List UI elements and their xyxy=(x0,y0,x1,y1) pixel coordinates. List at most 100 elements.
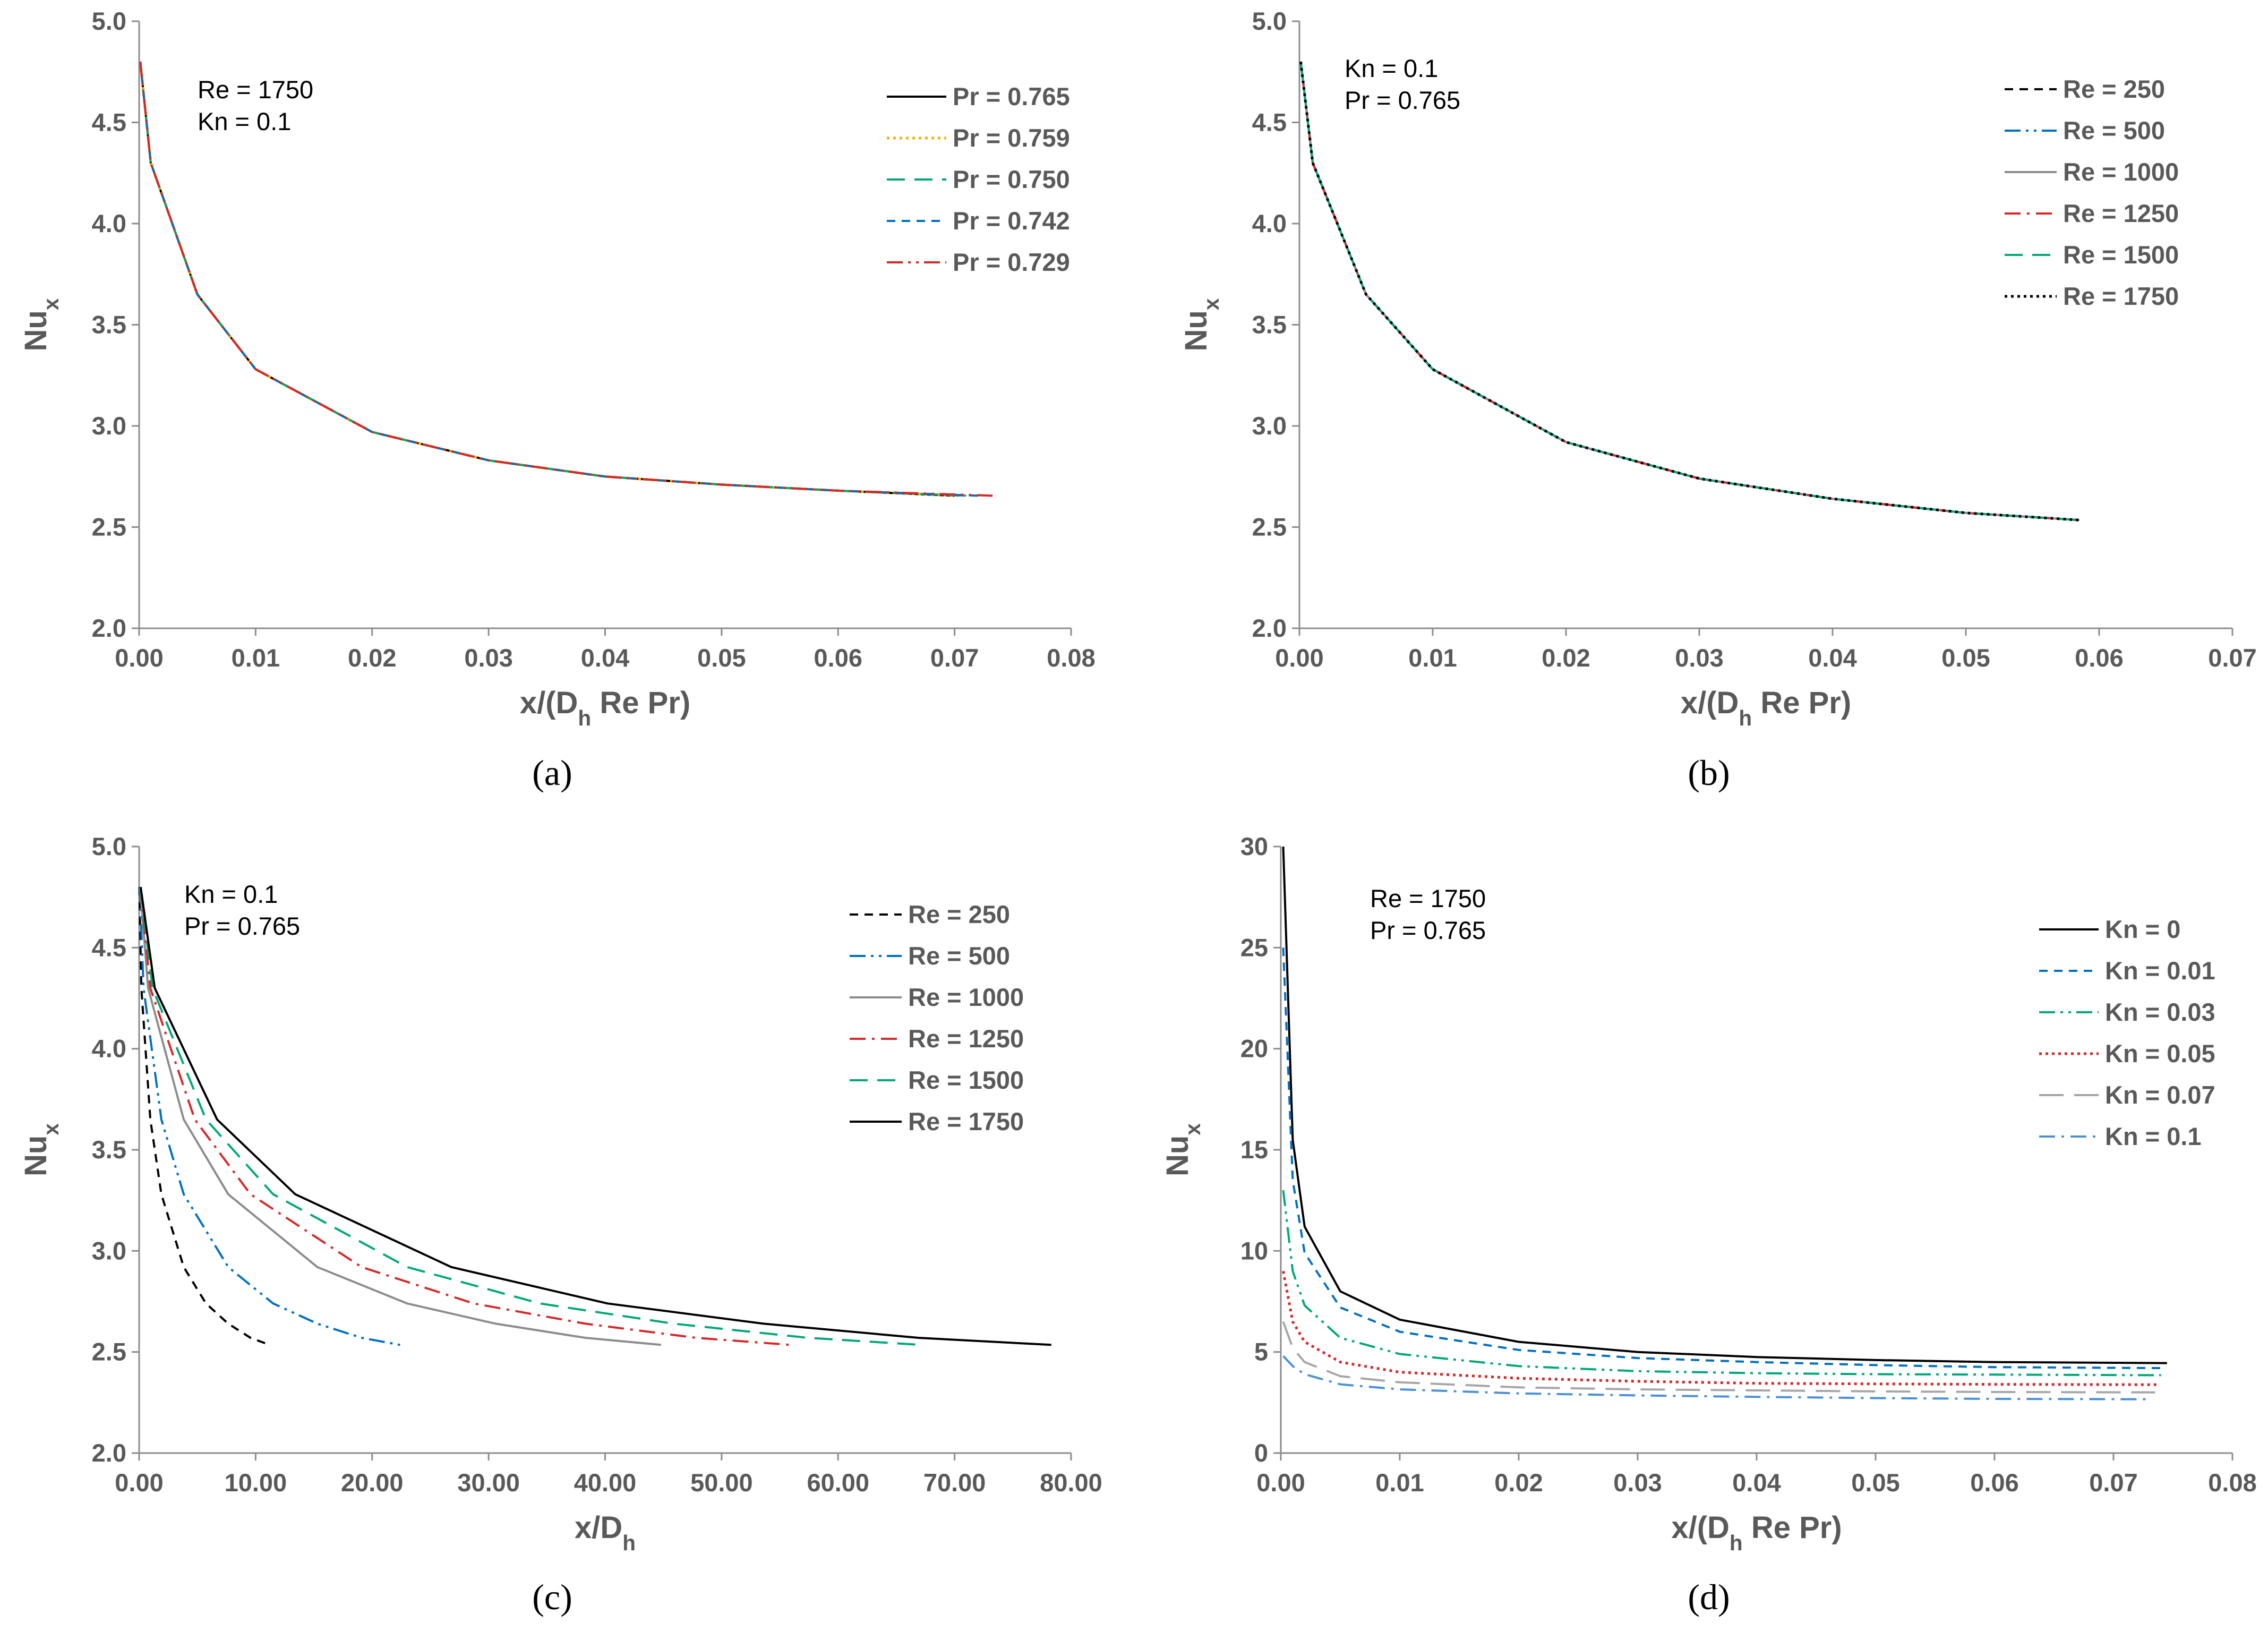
x-tick-label: 0.02 xyxy=(1542,644,1590,672)
x-tick-label: 70.00 xyxy=(923,1468,986,1497)
x-tick-label: 0.05 xyxy=(1851,1468,1899,1497)
x-tick-label: 0.07 xyxy=(2208,644,2256,672)
legend-label: Pr = 0.759 xyxy=(953,124,1070,152)
x-tick-label: 60.00 xyxy=(807,1468,869,1497)
x-tick-label: 0.04 xyxy=(581,644,629,672)
panel-caption: (c) xyxy=(532,1577,572,1617)
panel-caption: (b) xyxy=(1688,753,1730,793)
series-line-6 xyxy=(1282,1355,2150,1400)
series-line-2 xyxy=(138,887,400,1346)
series-line-6 xyxy=(139,886,1051,1346)
x-tick-label: 0.04 xyxy=(1732,1468,1781,1497)
x-tick-label: 0.07 xyxy=(930,644,979,672)
legend-label: Re = 1500 xyxy=(908,1066,1024,1094)
x-tick-label: 0.01 xyxy=(232,644,280,672)
legend-label: Re = 500 xyxy=(2063,116,2165,144)
y-tick-label: 0 xyxy=(1254,1439,1268,1467)
series-line-1 xyxy=(138,887,270,1346)
x-tick-label: 10.00 xyxy=(225,1468,287,1497)
legend-label: Pr = 0.750 xyxy=(953,165,1070,193)
legend-label: Kn = 0.07 xyxy=(2105,1081,2215,1109)
series-line-2 xyxy=(1299,61,2079,522)
series-line-4 xyxy=(1299,61,2079,522)
y-tick-label: 25 xyxy=(1240,933,1268,961)
panel-d: 0 5 10 15 20 25 30 0.00 0.01 0.02 0.03 0.04 0.05 0.06… xyxy=(1160,832,2257,1617)
x-tick-label: 0.07 xyxy=(2089,1468,2137,1497)
y-tick-label: 5.0 xyxy=(92,832,126,860)
legend-label: Re = 1250 xyxy=(2063,199,2179,227)
y-axis-label: Nux xyxy=(19,1123,63,1176)
legend-label: Pr = 0.729 xyxy=(953,248,1070,276)
y-axis-label: Nux xyxy=(1179,298,1223,351)
panel-c: 2.0 2.5 3.0 3.5 4.0 4.5 5.0 0.00 10.00 20.00 30.00… xyxy=(19,832,1102,1617)
y-tick-label: 4.5 xyxy=(1252,108,1287,136)
legend-label: Kn = 0.01 xyxy=(2105,956,2215,985)
legend-label: Re = 1750 xyxy=(908,1107,1024,1135)
y-tick-label: 3.0 xyxy=(92,412,126,440)
y-tick-label: 30 xyxy=(1240,832,1268,860)
x-tick-label: 0.04 xyxy=(1808,644,1856,672)
x-tick-label: 0.03 xyxy=(1675,644,1723,672)
y-tick-label: 2.5 xyxy=(1252,513,1287,541)
y-tick-label: 2.5 xyxy=(92,513,126,541)
series-line-6 xyxy=(1299,61,2079,522)
annotation: Kn = 0.1 xyxy=(198,107,291,135)
x-tick-label: 0.00 xyxy=(1275,644,1323,672)
legend-label: Re = 500 xyxy=(908,942,1010,970)
y-axis-label: Nux xyxy=(1160,1123,1205,1176)
legend-label: Re = 1500 xyxy=(2063,241,2179,269)
series-line-1 xyxy=(1299,61,2079,522)
legend-label: Pr = 0.765 xyxy=(953,82,1070,110)
y-tick-label: 4.0 xyxy=(1252,209,1287,237)
x-tick-label: 0.08 xyxy=(2208,1468,2256,1497)
x-tick-label: 20.00 xyxy=(341,1468,404,1497)
legend-label: Pr = 0.742 xyxy=(953,207,1070,235)
x-tick-label: 0.02 xyxy=(1494,1468,1543,1497)
x-axis-label: x/(Dh Re Pr) xyxy=(520,686,690,730)
legend-label: Re = 1000 xyxy=(908,983,1024,1011)
legend-label: Re = 1750 xyxy=(2063,282,2179,310)
x-tick-label: 80.00 xyxy=(1040,1468,1102,1497)
x-tick-label: 0.03 xyxy=(1613,1468,1662,1497)
annotation: Pr = 0.765 xyxy=(1370,916,1486,944)
x-tick-label: 0.05 xyxy=(697,644,746,672)
annotation: Re = 1750 xyxy=(198,75,313,104)
annotation: Re = 1750 xyxy=(1370,884,1486,912)
x-tick-label: 0.01 xyxy=(1375,1468,1424,1497)
x-tick-label: 0.00 xyxy=(115,1468,163,1497)
legend-label: Kn = 0.05 xyxy=(2105,1039,2215,1067)
y-tick-label: 2.0 xyxy=(92,614,126,642)
y-tick-label: 2.5 xyxy=(92,1338,126,1366)
y-tick-label: 3.0 xyxy=(92,1236,126,1265)
y-tick-label: 5.0 xyxy=(1252,7,1287,35)
series-line-4 xyxy=(139,886,791,1346)
y-tick-label: 5 xyxy=(1254,1338,1268,1366)
series-line-5 xyxy=(139,61,994,497)
x-tick-label: 0.01 xyxy=(1408,644,1457,672)
series-line-5 xyxy=(1299,61,2079,522)
annotation: Kn = 0.1 xyxy=(184,880,278,908)
annotation: Kn = 0.1 xyxy=(1345,54,1438,82)
x-tick-label: 0.00 xyxy=(1256,1468,1305,1497)
x-tick-label: 0.02 xyxy=(348,644,396,672)
series-line-3 xyxy=(139,886,661,1346)
x-tick-label: 0.03 xyxy=(464,644,512,672)
x-tick-label: 0.06 xyxy=(1970,1468,2018,1497)
y-tick-label: 5.0 xyxy=(92,7,126,35)
panel-caption: (d) xyxy=(1688,1577,1730,1617)
y-tick-label: 4.5 xyxy=(92,108,126,136)
series-line-5 xyxy=(1282,1321,2155,1394)
y-tick-label: 4.0 xyxy=(92,209,126,237)
x-tick-label: 0.05 xyxy=(1941,644,1990,672)
legend-label: Kn = 0.03 xyxy=(2105,998,2215,1026)
panel-b: 2.0 2.5 3.0 3.5 4.0 4.5 5.0 0.00 0.01 0.02 0.03 0.0… xyxy=(1179,7,2257,793)
y-tick-label: 4.0 xyxy=(92,1035,126,1063)
legend-label: Re = 1250 xyxy=(908,1024,1024,1053)
series-line-4 xyxy=(1282,1270,2158,1386)
series-line-5 xyxy=(139,886,921,1346)
x-tick-label: 0.00 xyxy=(115,644,163,672)
y-axis-label: Nux xyxy=(19,298,63,351)
legend-label: Kn = 0 xyxy=(2105,915,2180,943)
x-tick-label: 0.06 xyxy=(814,644,862,672)
